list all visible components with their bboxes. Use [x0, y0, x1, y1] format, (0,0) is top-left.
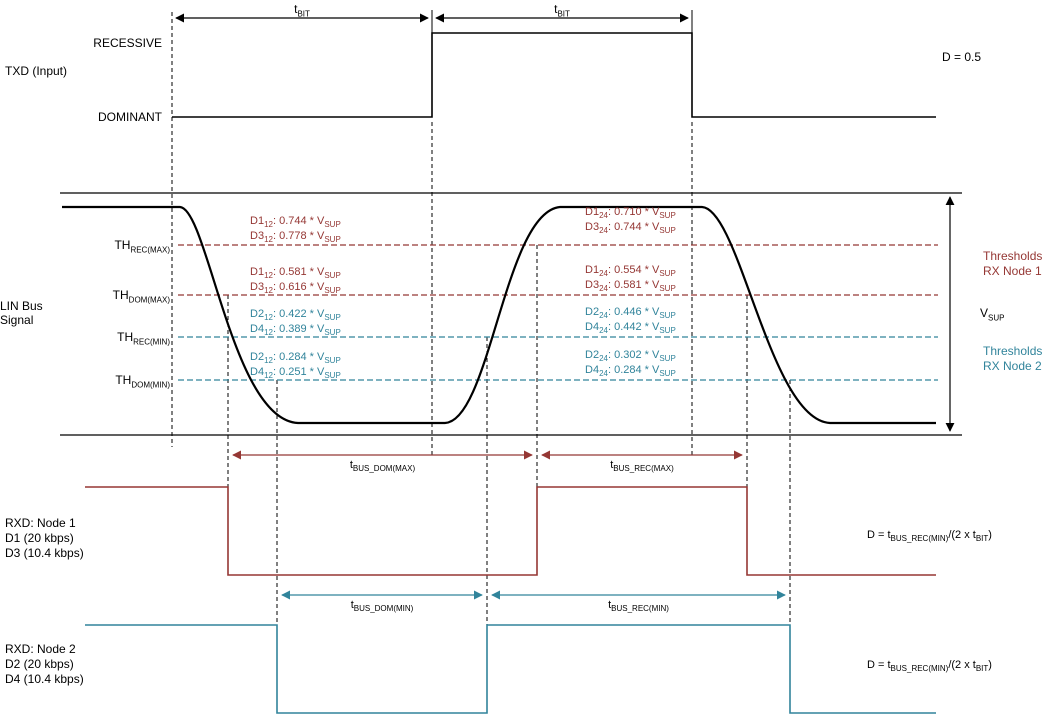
threshold-value: D324: 0.581 * VSUP	[585, 279, 676, 294]
threshold-value: D224: 0.302 * VSUP	[585, 349, 676, 364]
th-rec-max-label: THREC(MAX)	[114, 238, 170, 255]
threshold-value: D424: 0.284 * VSUP	[585, 364, 676, 379]
threshold-value: D324: 0.744 * VSUP	[585, 221, 676, 236]
th-dom-min-label: THDOM(MIN)	[115, 373, 170, 390]
threshold-value: D112: 0.744 * VSUP	[250, 215, 341, 230]
txd-waveform	[172, 32, 936, 118]
node2-duty-formula: D = tBUS_REC(MIN)/(2 x tBIT)	[867, 659, 992, 674]
threshold-value: D112: 0.581 * VSUP	[250, 266, 341, 281]
lin-bus-waveform	[62, 205, 936, 425]
tbus-dom-max-label: tBUS_DOM(MAX)	[349, 459, 416, 474]
rxd-node2-label: RXD: Node 2 D2 (20 kbps) D4 (10.4 kbps)	[5, 642, 84, 686]
threshold-value: D312: 0.616 * VSUP	[250, 281, 341, 296]
threshold-value: D224: 0.446 * VSUP	[585, 306, 676, 321]
threshold-value: D124: 0.710 * VSUP	[585, 206, 676, 221]
tbit-label-1: tBIT	[294, 2, 310, 19]
threshold-value: D212: 0.422 * VSUP	[250, 308, 341, 323]
tbus-rec-max-label: tBUS_REC(MAX)	[610, 459, 674, 474]
tbus-dom-min-label: tBUS_DOM(MIN)	[350, 599, 414, 614]
th-rec-min-label: THREC(MIN)	[117, 330, 170, 347]
duty-05-label: D = 0.5	[942, 50, 982, 64]
lin-bus-signal-label: LIN Bus Signal	[0, 299, 43, 327]
th-dom-max-label: THDOM(MAX)	[112, 288, 170, 305]
threshold-value: D312: 0.778 * VSUP	[250, 230, 341, 245]
threshold-value: D212: 0.284 * VSUP	[250, 351, 341, 366]
rxd-node1-label: RXD: Node 1 D1 (20 kbps) D3 (10.4 kbps)	[5, 516, 84, 560]
threshold-value: D424: 0.442 * VSUP	[585, 321, 676, 336]
threshold-value: D412: 0.251 * VSUP	[250, 366, 341, 381]
rxd-node2-waveform	[85, 624, 936, 714]
recessive-label: RECESSIVE	[93, 36, 162, 50]
vsup-label: VSUP	[980, 306, 1005, 323]
thresholds-rx-node2-label: Thresholds RX Node 2	[983, 344, 1043, 373]
threshold-value: D412: 0.389 * VSUP	[250, 323, 341, 338]
tbit-label-2: tBIT	[554, 2, 570, 19]
tbus-rec-min-label: tBUS_REC(MIN)	[608, 599, 669, 614]
dominant-label: DOMINANT	[98, 110, 162, 124]
rxd-node1-waveform	[85, 486, 936, 576]
thresholds-rx-node1-label: Thresholds RX Node 1	[983, 249, 1043, 278]
txd-input-label: TXD (Input)	[5, 64, 68, 78]
node1-duty-formula: D = tBUS_REC(MIN)/(2 x tBIT)	[867, 529, 992, 544]
threshold-value: D124: 0.554 * VSUP	[585, 264, 676, 279]
